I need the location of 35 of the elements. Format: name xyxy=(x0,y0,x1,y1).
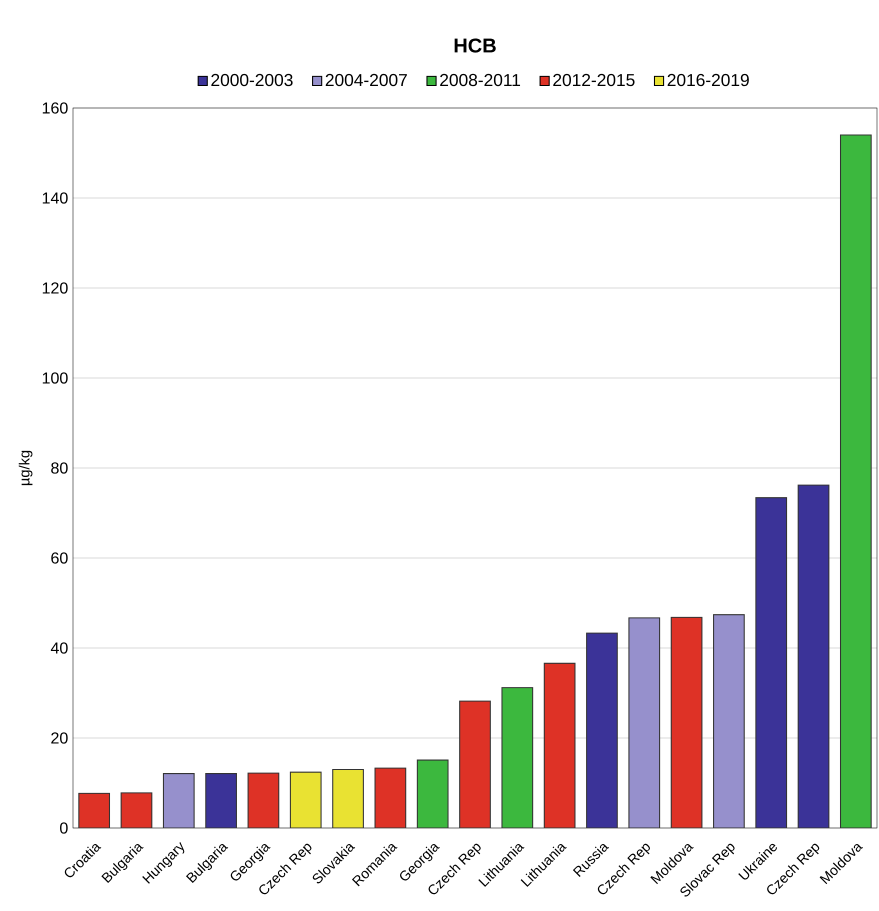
legend-label: 2016-2019 xyxy=(668,74,749,86)
bar xyxy=(586,632,618,828)
legend-label: 2000-2003 xyxy=(211,74,293,86)
y-tick-label: 160 xyxy=(42,102,68,114)
bar xyxy=(798,484,830,828)
bar xyxy=(248,772,280,828)
legend-label: 2004-2007 xyxy=(326,74,407,86)
y-tick-label: 120 xyxy=(42,282,68,294)
bar xyxy=(205,773,237,828)
legend-label: 2008-2011 xyxy=(440,74,520,86)
bar xyxy=(840,134,872,828)
y-tick-label: 140 xyxy=(42,192,68,204)
y-axis-title: µg/kg xyxy=(18,450,32,486)
y-tick-label: 80 xyxy=(51,462,68,474)
bar xyxy=(628,617,660,828)
bar xyxy=(755,497,788,828)
y-tick-label: 20 xyxy=(51,732,68,744)
y-tick-label: 40 xyxy=(50,642,68,654)
bar xyxy=(120,792,152,828)
bar xyxy=(78,792,110,828)
bar xyxy=(713,614,745,828)
legend-label: 2012-2015 xyxy=(553,74,635,86)
bar xyxy=(670,616,702,828)
y-tick-label: 0 xyxy=(60,822,68,834)
y-tick-label: 100 xyxy=(42,372,68,384)
bar xyxy=(459,700,491,828)
bar xyxy=(332,768,364,828)
y-tick-label: 60 xyxy=(51,552,68,564)
bar xyxy=(290,772,322,828)
bar xyxy=(416,760,449,828)
bar xyxy=(501,687,534,828)
bar xyxy=(374,768,406,828)
chart-title: HCB xyxy=(454,38,496,53)
bar xyxy=(162,773,195,828)
bar xyxy=(544,662,576,828)
